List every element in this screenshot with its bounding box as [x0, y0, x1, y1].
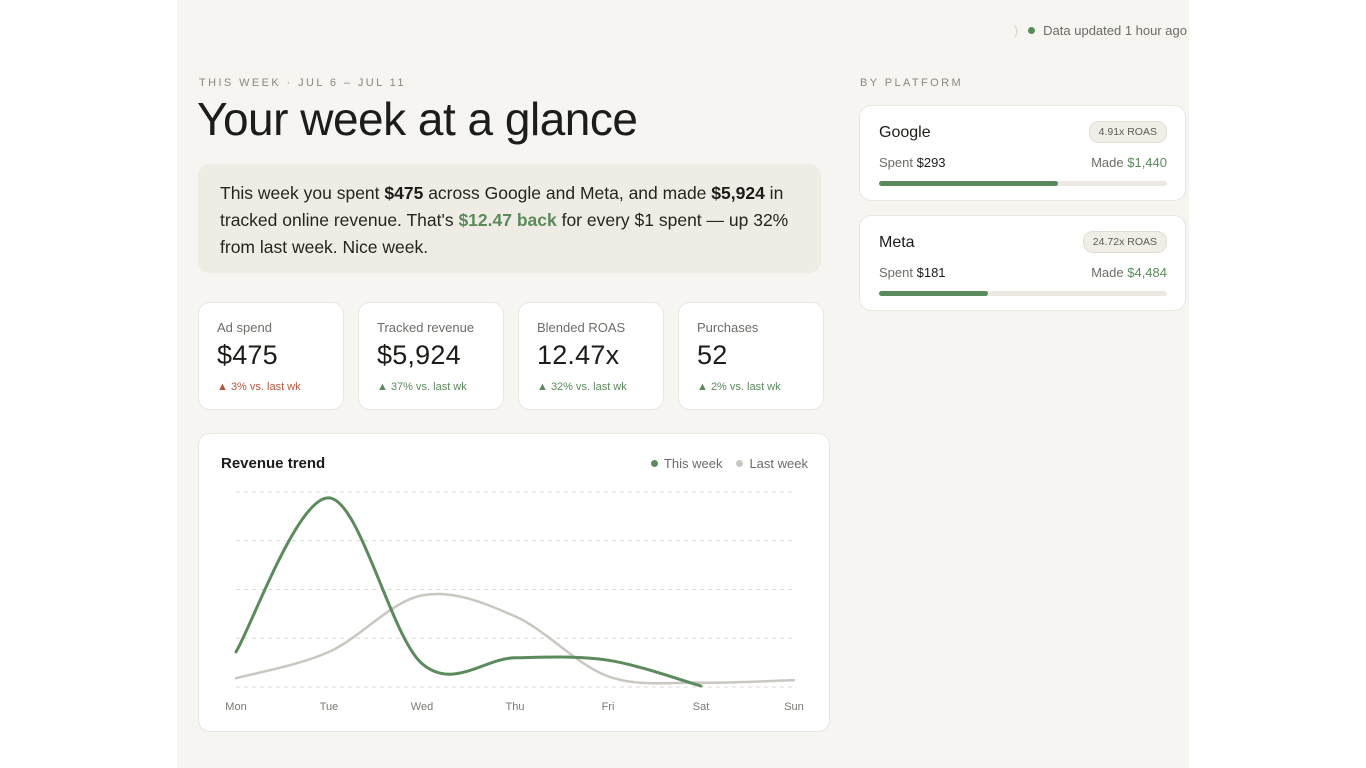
x-tick-label: Thu [506, 701, 525, 713]
legend-dot-icon [650, 460, 658, 467]
summary-return: $12.47 back [458, 210, 557, 230]
platform-card-meta[interactable]: Meta 24.72x ROAS Spent $181 Made $4,484 [859, 215, 1186, 311]
kpi-label: Blended ROAS [537, 320, 626, 335]
kpi-change: ▲ 37% vs. last wk [377, 381, 467, 393]
dashboard-page: ) Data updated 1 hour ago THIS WEEK · JU… [177, 0, 1189, 768]
week-range-label: THIS WEEK · JUL 6 – JUL 11 [199, 77, 406, 89]
legend-label: Last week [749, 456, 808, 471]
kpi-value: $5,924 [377, 340, 461, 370]
legend-item-last-week: Last week [736, 456, 808, 471]
chart-title: Revenue trend [221, 455, 326, 472]
platforms-heading: BY PLATFORM [860, 77, 964, 89]
spent-value: $181 [916, 265, 946, 280]
status-text: Data updated 1 hour ago [1043, 23, 1187, 38]
spend-share-bar [879, 181, 1167, 186]
legend-dot-icon [736, 460, 744, 467]
platform-made: Made $1,440 [1091, 155, 1167, 170]
kpi-value: 12.47x [537, 340, 620, 370]
platform-made: Made $4,484 [1091, 265, 1167, 280]
kpi-label: Purchases [697, 320, 759, 335]
summary-text-1: This week you spent [220, 183, 385, 203]
kpi-card-ad-spend: Ad spend $475 ▲ 3% vs. last wk [198, 302, 344, 410]
page-title: Your week at a glance [197, 93, 638, 145]
weekly-summary: This week you spent $475 across Google a… [198, 164, 821, 273]
x-tick-label: Mon [225, 701, 246, 713]
kpi-card-tracked-revenue: Tracked revenue $5,924 ▲ 37% vs. last wk [358, 302, 504, 410]
series-line-last-week [234, 592, 796, 685]
made-label: Made [1091, 265, 1124, 280]
summary-text-3: in tracked online revenue. That's [220, 183, 784, 230]
revenue-trend-card: Mon Tue Wed Thu Fri Sat Sun Revenue trend This… [198, 433, 830, 732]
made-value: $1,440 [1127, 155, 1167, 170]
platform-name: Meta [879, 234, 915, 251]
spend-share-bar [879, 291, 1167, 296]
kpi-change: ▲ 32% vs. last wk [537, 381, 627, 393]
spent-label: Spent [879, 155, 913, 170]
chart-legend: This week Last week [650, 456, 808, 471]
platform-name: Google [879, 124, 931, 141]
kpi-change: ▲ 2% vs. last wk [697, 381, 781, 393]
made-value: $4,484 [1127, 265, 1167, 280]
summary-spend: $475 [384, 183, 424, 203]
kpi-value: $475 [217, 340, 278, 370]
x-tick-label: Tue [320, 701, 339, 713]
kpi-row: Ad spend $475 ▲ 3% vs. last wk Tracked r… [198, 302, 824, 410]
x-tick-label: Wed [411, 701, 433, 713]
data-status: ) Data updated 1 hour ago [1014, 23, 1187, 38]
legend-label: This week [663, 456, 723, 471]
kpi-card-blended-roas: Blended ROAS 12.47x ▲ 32% vs. last wk [518, 302, 664, 410]
roas-badge: 4.91x ROAS [1088, 121, 1167, 143]
legend-item-this-week: This week [650, 456, 723, 471]
summary-text-2: across Google and Meta, and made [423, 183, 712, 203]
spend-share-fill [879, 181, 1058, 186]
roas-badge: 24.72x ROAS [1082, 231, 1167, 253]
spent-value: $293 [916, 155, 946, 170]
status-dot-icon [1028, 27, 1036, 34]
kpi-label: Tracked revenue [377, 320, 475, 335]
spend-share-fill [879, 291, 989, 296]
status-divider: ) [1013, 23, 1019, 38]
platform-spent: Spent $181 [879, 265, 946, 280]
summary-revenue: $5,924 [711, 183, 765, 203]
kpi-value: 52 [697, 340, 728, 370]
spent-label: Spent [879, 265, 913, 280]
summary-text-4: for every $1 spent — up 32% from last we… [220, 210, 789, 257]
kpi-card-purchases: Purchases 52 ▲ 2% vs. last wk [678, 302, 824, 410]
revenue-trend-chart: Mon Tue Wed Thu Fri Sat Sun [225, 491, 804, 713]
x-tick-label: Fri [602, 701, 615, 713]
series-line-this-week [234, 496, 703, 688]
x-tick-label: Sun [784, 701, 804, 713]
kpi-label: Ad spend [217, 320, 272, 335]
made-label: Made [1091, 155, 1124, 170]
platform-spent: Spent $293 [879, 155, 946, 170]
platform-card-google[interactable]: Google 4.91x ROAS Spent $293 Made $1,440 [859, 105, 1186, 201]
x-tick-label: Sat [693, 701, 710, 713]
kpi-change: ▲ 3% vs. last wk [217, 381, 301, 393]
